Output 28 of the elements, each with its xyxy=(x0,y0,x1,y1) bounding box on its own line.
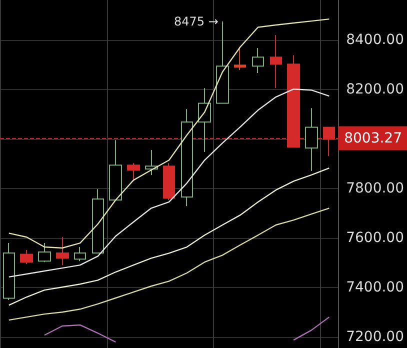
candlestick xyxy=(305,108,318,172)
ref-line-label: 8003.27 xyxy=(344,130,402,146)
candlestick xyxy=(270,34,282,89)
candlestick xyxy=(92,188,104,254)
y-tick-label: 7600.00 xyxy=(346,230,404,246)
candlestick xyxy=(3,242,15,300)
candlestick xyxy=(127,162,140,182)
candlestick xyxy=(234,46,246,71)
candlestick xyxy=(20,249,33,265)
candlestick xyxy=(38,242,51,263)
annotation: 8475 → xyxy=(174,14,218,29)
line-series xyxy=(8,208,330,321)
y-tick-label: 8200.00 xyxy=(346,82,404,98)
candlestick xyxy=(74,246,86,262)
line-series xyxy=(8,18,330,249)
candlestick xyxy=(56,236,69,266)
candlestick xyxy=(252,48,264,74)
candlestick xyxy=(163,162,175,200)
candlestick xyxy=(109,140,122,200)
y-tick-label: 7200.00 xyxy=(346,329,404,346)
candlestick xyxy=(181,108,193,207)
y-tick-label: 7400.00 xyxy=(346,280,404,296)
y-tick-label: 8400.00 xyxy=(346,32,404,48)
line-series xyxy=(8,167,330,306)
line-series xyxy=(8,88,330,278)
candlestick xyxy=(216,21,229,104)
candlestick xyxy=(198,88,211,152)
y-tick-label: 7800.00 xyxy=(346,180,404,197)
